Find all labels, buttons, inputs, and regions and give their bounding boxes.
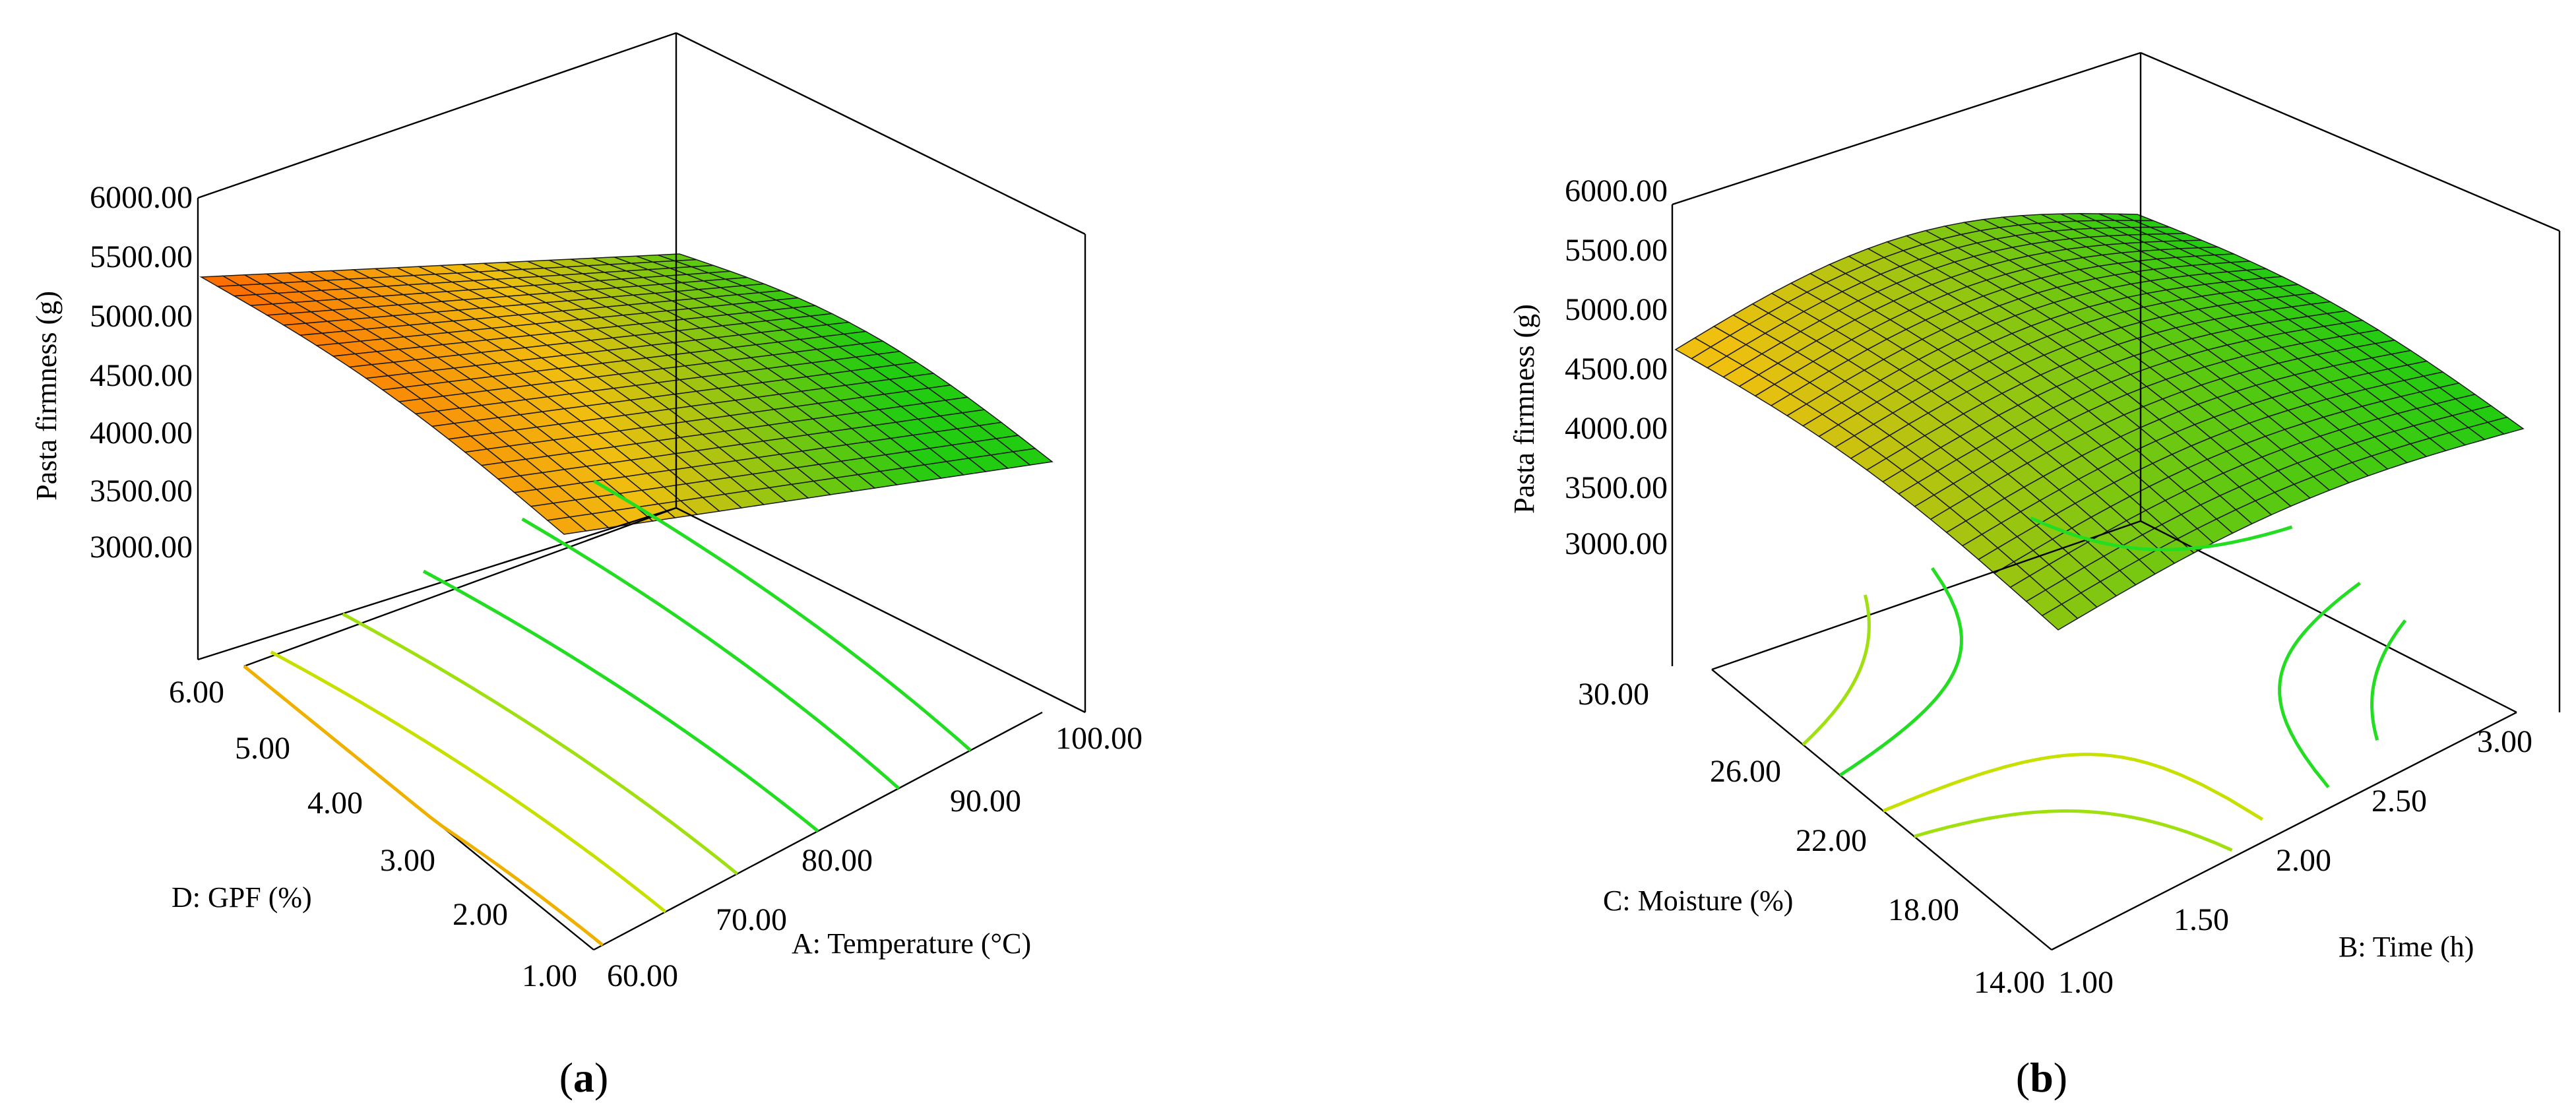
y-tick-a: 2.00 bbox=[453, 897, 508, 932]
y-tick-b: 14.00 bbox=[1974, 965, 2045, 1000]
x-tick-b: 2.50 bbox=[2372, 784, 2427, 819]
z-tick-a: 5000.00 bbox=[90, 299, 193, 334]
contour-line bbox=[2278, 582, 2362, 789]
z-tick-a: 3500.00 bbox=[90, 474, 193, 509]
surface-cell bbox=[2041, 604, 2079, 631]
z-axis-b: 6000.00 5500.00 5000.00 4500.00 4000.00 … bbox=[1508, 173, 1668, 561]
x-tick-b: 1.50 bbox=[2174, 902, 2229, 937]
panel-label-b: (b) bbox=[2016, 1054, 2067, 1101]
x-axis-label-a: A: Temperature (°C) bbox=[792, 927, 1031, 960]
contour-line bbox=[342, 612, 739, 875]
z-tick-a: 4500.00 bbox=[90, 358, 193, 393]
y-tick-a: 3.00 bbox=[380, 843, 435, 878]
contours-b bbox=[1802, 516, 2407, 852]
x-tick-b: 3.00 bbox=[2477, 724, 2532, 759]
y-tick-a: 4.00 bbox=[307, 786, 363, 821]
surface-cell bbox=[546, 516, 588, 535]
y-axis-label-a: D: GPF (%) bbox=[172, 881, 312, 914]
contour-line bbox=[243, 665, 604, 947]
chart-a: 6000.00 5500.00 5000.00 4500.00 4000.00 … bbox=[30, 32, 1143, 1101]
contour-line bbox=[593, 480, 972, 752]
y-axis-a: 6.00 5.00 4.00 3.00 2.00 1.00 D: GPF (%) bbox=[169, 675, 577, 993]
y-axis-b: 30.00 26.00 22.00 18.00 14.00 C: Moistur… bbox=[1578, 677, 2045, 1000]
contour-line bbox=[521, 517, 900, 790]
contour-line bbox=[1802, 594, 1871, 746]
contour-line bbox=[270, 650, 667, 914]
z-tick-b: 3000.00 bbox=[1565, 526, 1668, 561]
contours-a bbox=[243, 480, 972, 947]
x-tick-b: 2.00 bbox=[2276, 843, 2331, 878]
z-tick-a: 6000.00 bbox=[90, 180, 193, 215]
z-tick-b: 3500.00 bbox=[1565, 470, 1668, 505]
x-tick-b: 1.00 bbox=[2058, 965, 2114, 1000]
contour-line bbox=[422, 569, 819, 832]
y-tick-a: 6.00 bbox=[169, 675, 224, 710]
contour-line bbox=[2370, 619, 2407, 741]
z-tick-b: 4000.00 bbox=[1565, 411, 1668, 446]
x-tick-a: 80.00 bbox=[801, 843, 873, 878]
x-tick-a: 70.00 bbox=[716, 902, 787, 937]
z-tick-b: 4500.00 bbox=[1565, 352, 1668, 387]
y-tick-a: 1.00 bbox=[522, 958, 577, 993]
contour-line bbox=[1913, 809, 2233, 852]
surface-a bbox=[199, 253, 1053, 535]
axis-frame-b bbox=[1671, 51, 2561, 951]
z-tick-b: 5000.00 bbox=[1565, 292, 1668, 327]
z-tick-b: 5500.00 bbox=[1565, 233, 1668, 268]
contour-line bbox=[2030, 516, 2293, 551]
x-tick-a: 90.00 bbox=[950, 784, 1021, 819]
y-tick-b: 18.00 bbox=[1888, 892, 1959, 927]
z-axis-label-b: Pasta firmness (g) bbox=[1508, 304, 1540, 514]
z-tick-a: 5500.00 bbox=[90, 239, 193, 274]
x-tick-a: 60.00 bbox=[607, 958, 678, 993]
x-axis-b: 1.00 1.50 2.00 2.50 3.00 B: Time (h) bbox=[2058, 724, 2532, 1000]
contour-line bbox=[1838, 567, 1963, 777]
y-axis-label-b: C: Moisture (%) bbox=[1603, 885, 1793, 917]
z-tick-a: 3000.00 bbox=[90, 530, 193, 565]
panel-label-a: (a) bbox=[559, 1054, 609, 1101]
chart-b: 6000.00 5500.00 5000.00 4500.00 4000.00 … bbox=[1508, 51, 2561, 1101]
y-tick-a: 5.00 bbox=[235, 731, 290, 766]
contour-line bbox=[1882, 753, 2263, 821]
z-tick-b: 6000.00 bbox=[1565, 173, 1668, 208]
x-tick-a: 100.00 bbox=[1055, 721, 1143, 756]
surface-b bbox=[1674, 213, 2525, 631]
z-tick-a: 4000.00 bbox=[90, 416, 193, 450]
z-axis-label-a: Pasta firmness (g) bbox=[30, 291, 63, 501]
y-tick-b: 26.00 bbox=[1710, 754, 1781, 789]
x-axis-a: 60.00 70.00 80.00 90.00 100.00 A: Temper… bbox=[607, 721, 1143, 993]
y-tick-b: 22.00 bbox=[1796, 823, 1867, 858]
y-tick-b: 30.00 bbox=[1578, 677, 1649, 712]
x-axis-label-b: B: Time (h) bbox=[2339, 931, 2474, 963]
z-axis-a: 6000.00 5500.00 5000.00 4500.00 4000.00 … bbox=[30, 180, 193, 565]
